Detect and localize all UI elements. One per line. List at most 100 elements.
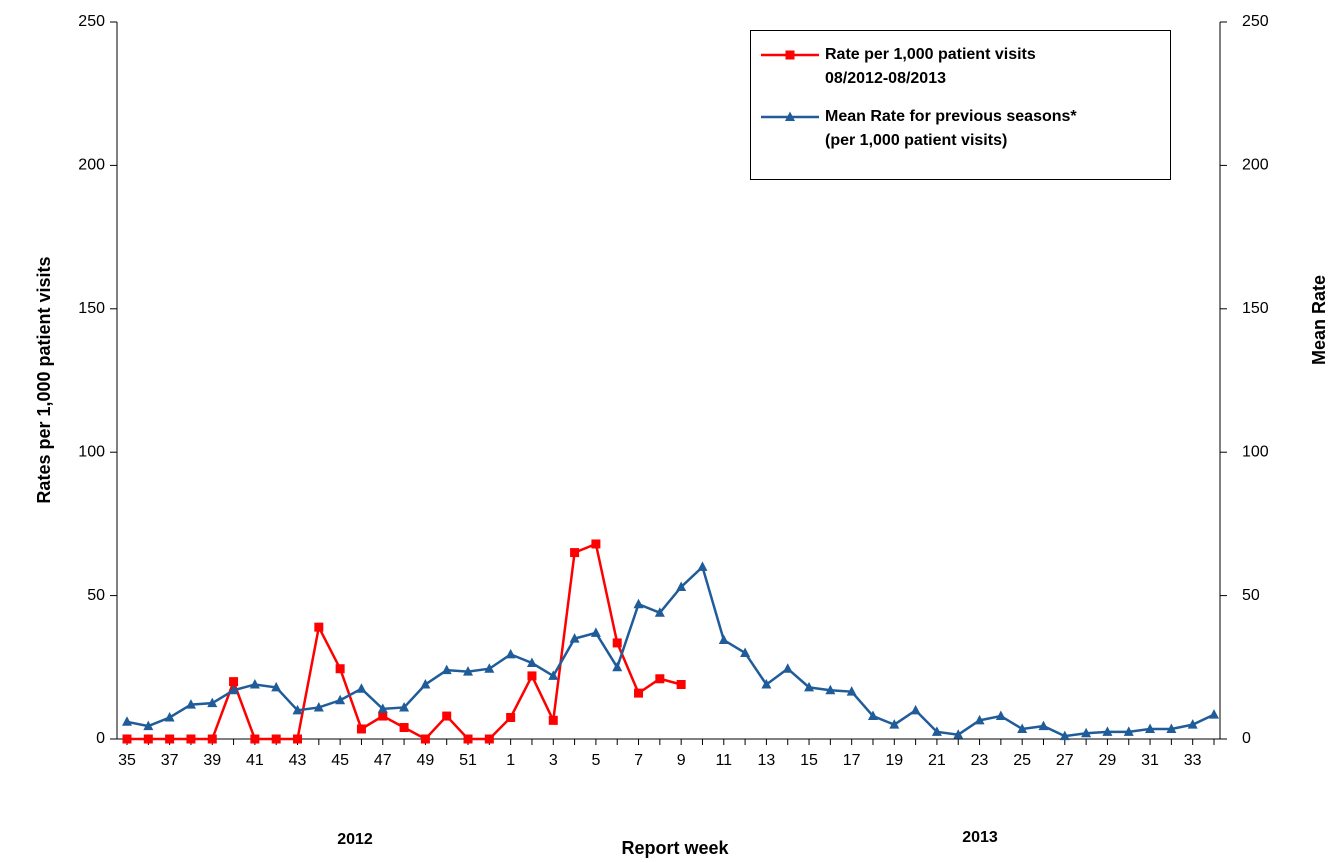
x-tick-label: 51 (459, 752, 477, 769)
marker (249, 679, 260, 689)
marker (634, 688, 644, 698)
marker (889, 719, 900, 729)
x-tick-label: 37 (161, 752, 179, 769)
marker (995, 710, 1006, 721)
marker (207, 734, 217, 744)
marker (314, 622, 324, 632)
legend-label: Mean Rate for previous seasons* (per 1,0… (825, 108, 1077, 149)
marker (846, 686, 857, 696)
x-tick-label: 33 (1184, 752, 1202, 769)
legend-symbol (761, 111, 819, 121)
marker (633, 598, 644, 609)
marker (399, 701, 410, 712)
marker (782, 663, 793, 673)
y2-tick-label: 200 (1242, 157, 1269, 174)
marker (1187, 719, 1198, 729)
marker (207, 697, 218, 708)
marker (335, 664, 345, 674)
marker (1102, 726, 1113, 736)
marker (185, 699, 196, 709)
x-tick-label: 49 (416, 752, 434, 769)
x-tick-label: 47 (374, 752, 392, 769)
marker (484, 734, 494, 744)
y2-axis-label: Mean Rate (1309, 275, 1329, 365)
marker (612, 638, 622, 648)
marker (420, 734, 430, 744)
marker (143, 720, 154, 731)
x-axis-label: Report week (621, 838, 729, 858)
legend-label: Rate per 1,000 patient visits 08/2012-08… (825, 46, 1036, 87)
marker (271, 734, 281, 744)
marker (1059, 730, 1070, 741)
marker (1209, 709, 1219, 719)
marker (974, 714, 985, 725)
marker (506, 712, 516, 722)
marker (165, 734, 175, 744)
x-tick-label: 9 (677, 752, 686, 769)
marker (527, 671, 537, 681)
marker (228, 684, 239, 695)
marker (676, 680, 686, 690)
marker (442, 711, 452, 721)
marker (761, 679, 772, 689)
year-label: 2012 (337, 831, 373, 848)
x-tick-label: 39 (203, 752, 221, 769)
x-tick-label: 43 (289, 752, 307, 769)
legend-symbol (761, 50, 819, 60)
marker (590, 627, 601, 637)
marker (931, 726, 942, 736)
marker (505, 648, 516, 659)
year-label: 2013 (962, 829, 998, 846)
marker (697, 561, 708, 571)
x-tick-label: 23 (971, 752, 989, 769)
marker (740, 647, 751, 657)
x-tick-label: 45 (331, 752, 349, 769)
marker (441, 664, 452, 675)
y2-tick-label: 250 (1242, 13, 1269, 30)
y2-tick-label: 0 (1242, 730, 1251, 747)
marker (271, 681, 282, 692)
marker (591, 539, 601, 549)
y-tick-label: 200 (78, 157, 105, 174)
y2-tick-label: 150 (1242, 300, 1269, 317)
marker (654, 607, 665, 617)
marker (612, 661, 623, 672)
marker (1123, 726, 1134, 736)
x-tick-label: 11 (715, 752, 732, 769)
marker (1038, 720, 1049, 731)
x-tick-label: 19 (885, 752, 903, 769)
marker (229, 677, 239, 687)
y-tick-label: 0 (96, 730, 105, 747)
marker (250, 734, 260, 744)
x-tick-label: 35 (118, 752, 136, 769)
marker (804, 681, 815, 692)
marker (313, 701, 324, 712)
marker (548, 670, 559, 680)
x-tick-label: 21 (928, 752, 946, 769)
y-tick-label: 50 (87, 587, 105, 604)
marker (293, 734, 303, 744)
marker (825, 684, 836, 695)
y-tick-label: 150 (78, 300, 105, 317)
marker (1166, 723, 1177, 733)
x-tick-label: 29 (1099, 752, 1117, 769)
marker (356, 683, 367, 693)
marker (526, 657, 537, 667)
x-tick-label: 15 (800, 752, 818, 769)
y-tick-label: 250 (78, 13, 105, 30)
x-tick-label: 3 (549, 752, 558, 769)
marker (356, 724, 366, 734)
marker (484, 663, 495, 673)
x-tick-label: 1 (506, 752, 515, 769)
legend-marker (785, 50, 795, 60)
x-tick-label: 41 (246, 752, 264, 769)
marker (548, 715, 558, 725)
marker (1145, 723, 1156, 733)
marker (953, 729, 964, 739)
x-tick-label: 5 (591, 752, 600, 769)
marker (718, 634, 729, 645)
x-tick-label: 25 (1013, 752, 1031, 769)
x-tick-label: 13 (758, 752, 776, 769)
